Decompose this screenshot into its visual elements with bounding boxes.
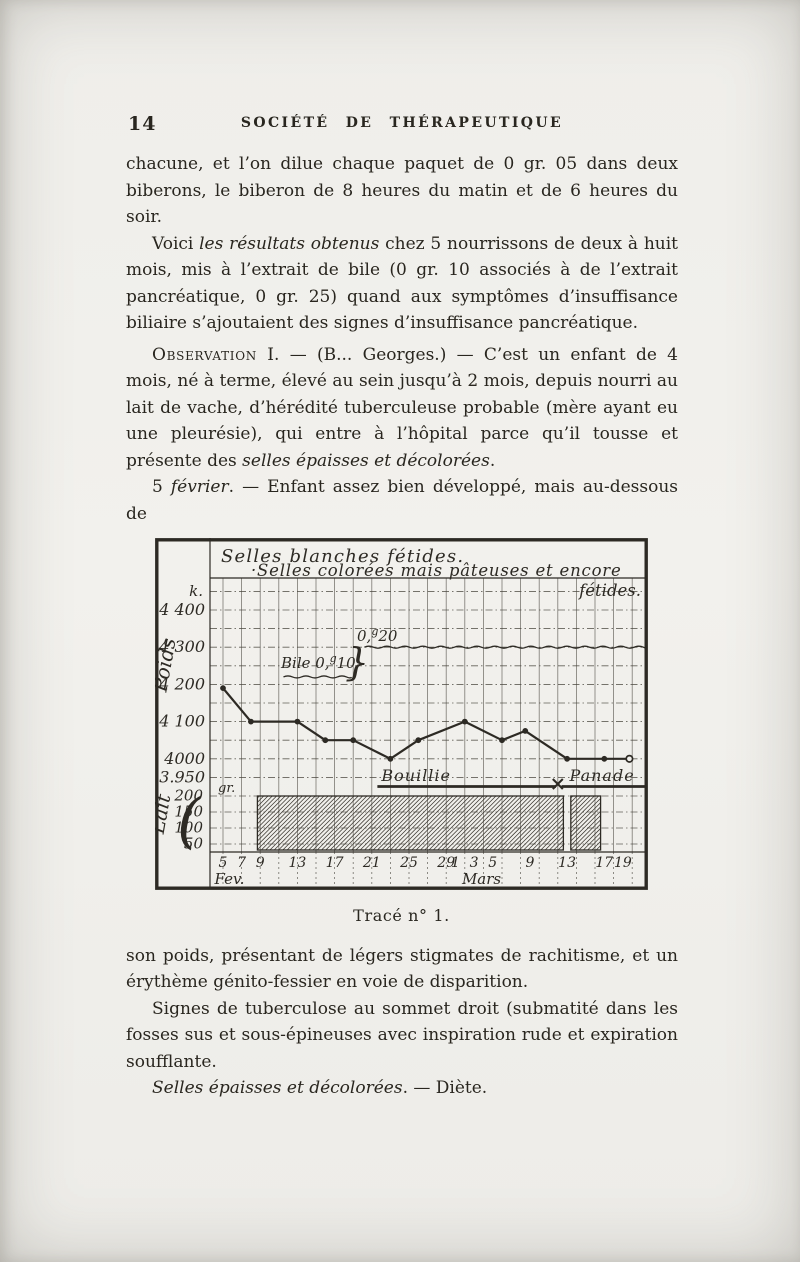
svg-text:5: 5: [219, 855, 228, 871]
svg-text:5: 5: [488, 855, 497, 871]
note-selles-blanches: Selles blanches fétides.: [221, 546, 464, 567]
svg-text:4 300: 4 300: [158, 637, 205, 656]
note-selles-colorees: ·Selles colorées mais pâteuses et encore: [251, 561, 622, 580]
lait-axis-label: Lait: [155, 791, 176, 836]
bile-brace: }: [345, 640, 369, 684]
svg-text:200: 200: [173, 787, 203, 805]
paragraph-resultats: Voici les résultats obtenus chez 5 nourr…: [126, 233, 679, 334]
svg-text:19: 19: [614, 855, 632, 871]
regimen-lines: Bouillie Panade: [377, 766, 645, 788]
paragraph-continuation: chacune, et l’on dilue chaque paquet de …: [126, 154, 678, 227]
svg-text:3.950: 3.950: [159, 767, 205, 786]
lait-brace: (: [177, 786, 202, 856]
svg-text:25: 25: [399, 855, 418, 871]
svg-text:4 100: 4 100: [158, 712, 205, 731]
svg-text:29: 29: [436, 855, 455, 871]
bile-dose1-label: Bile 0,g10: [280, 652, 356, 672]
bouillie-label: Bouillie: [380, 766, 451, 785]
svg-text:9: 9: [256, 855, 265, 871]
svg-text:150: 150: [174, 803, 203, 821]
page-body: chacune, et l’on dilue chaque paquet de …: [126, 151, 678, 1102]
weight-curve: [220, 685, 634, 763]
svg-text:21: 21: [362, 855, 381, 871]
trace-caption: Tracé n° 1.: [353, 906, 450, 925]
page-header: 14 SOCIÉTÉ DE THÉRAPEUTIQUE: [126, 112, 678, 138]
svg-text:3: 3: [470, 855, 479, 871]
panade-label: Panade: [569, 766, 635, 785]
paragraph-5-fevrier: 5 février. — Enfant assez bien développé…: [126, 477, 678, 524]
svg-text:13: 13: [288, 855, 306, 871]
svg-text:17: 17: [326, 855, 344, 871]
svg-text:17: 17: [595, 855, 613, 871]
trace-chart: Bile 0,g10 0,g20} Bouillie Panade k. 4 400 4 3…: [155, 538, 648, 890]
svg-text:4000: 4000: [163, 749, 205, 768]
svg-text:100: 100: [174, 819, 203, 837]
chart-frame: [155, 538, 648, 890]
svg-text:gr.: gr.: [218, 781, 235, 796]
month-label: Mars: [461, 870, 501, 888]
svg-text:4 400: 4 400: [158, 600, 205, 619]
paragraph-observation: Observation I. — (B... Georges.) — C’est…: [126, 344, 678, 471]
bile-dose2-label: 0,g20: [357, 625, 398, 645]
note-fetides: fétides.: [577, 581, 641, 600]
running-title: SOCIÉTÉ DE THÉRAPEUTIQUE: [240, 115, 564, 131]
paragraph-poids: son poids, présentant de légers stigmate…: [126, 945, 678, 993]
svg-text:13: 13: [558, 855, 576, 871]
page-number: 14: [128, 113, 157, 135]
milk-ration-bars: [256, 795, 602, 851]
trace-figure: Bile 0,g10 0,g20} Bouillie Panade k. 4 400 4 3…: [155, 538, 648, 930]
svg-text:9: 9: [525, 855, 534, 871]
svg-text:7: 7: [237, 855, 246, 871]
month-label: Fev.: [214, 870, 245, 888]
svg-text:4 200: 4 200: [158, 674, 205, 693]
svg-text:k.: k.: [189, 582, 203, 600]
paragraph-tuberculose: Signes de tuberculose au sommet droit (s…: [126, 998, 678, 1072]
trace-x-mark: [552, 778, 564, 790]
svg-text:1: 1: [451, 855, 460, 871]
svg-text:50: 50: [184, 835, 204, 853]
paragraph-diete: Selles épaisses et décolorées. — Diète.: [152, 1078, 488, 1098]
header-notes: Selles blanches fétides.·Selles colorées…: [221, 546, 641, 600]
